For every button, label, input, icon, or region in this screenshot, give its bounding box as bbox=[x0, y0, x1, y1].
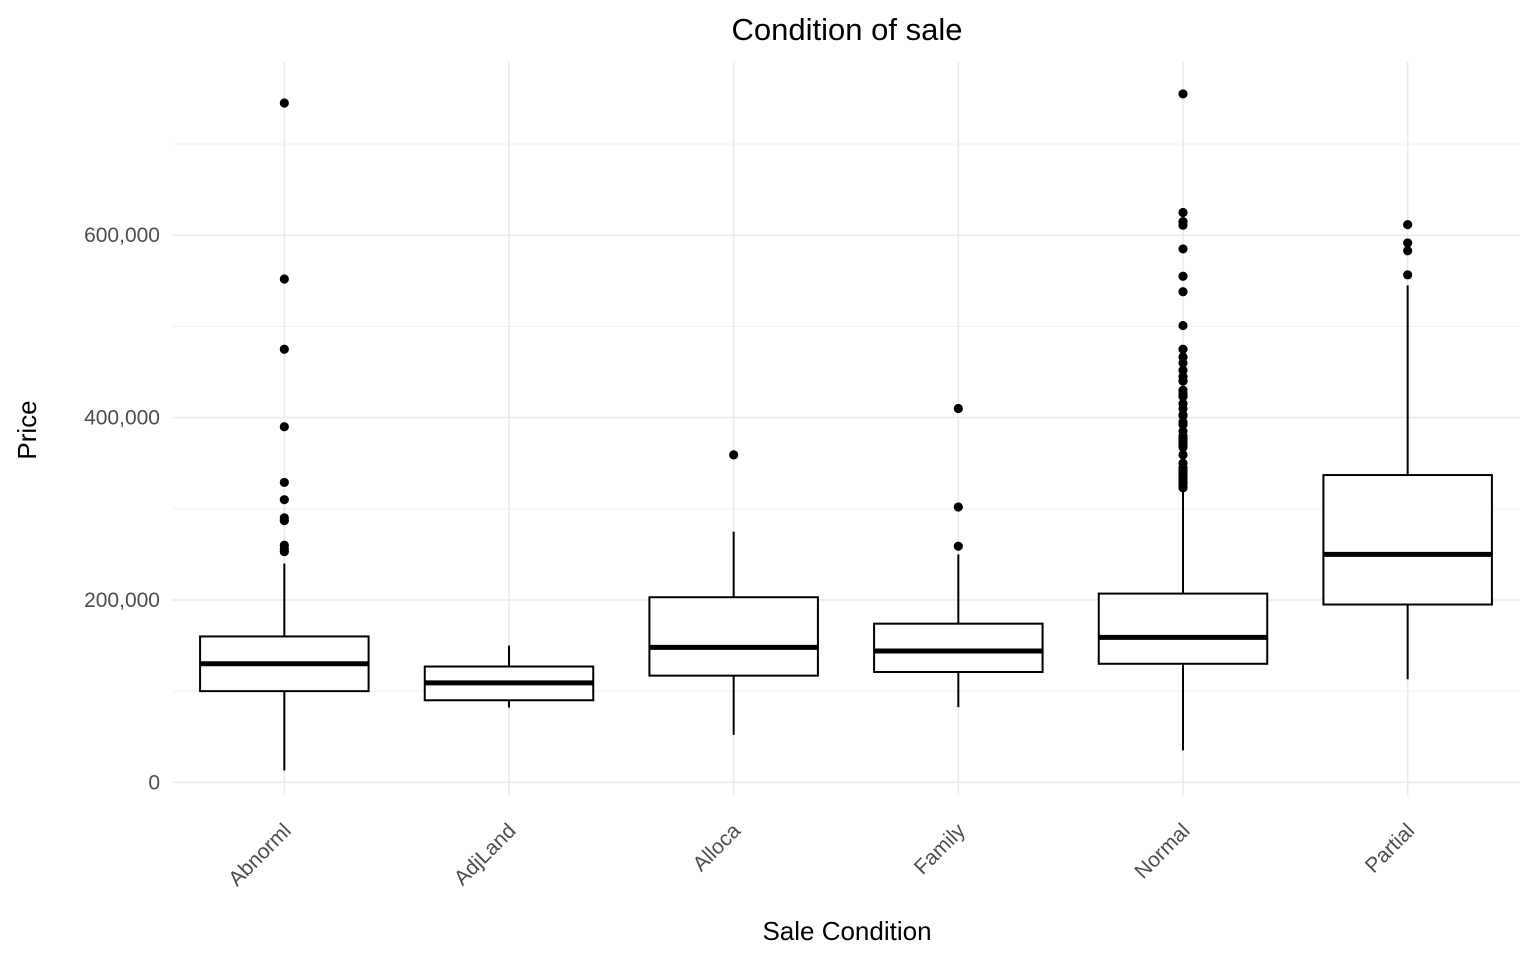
outlier-point bbox=[1403, 238, 1412, 247]
outlier-point bbox=[1178, 89, 1187, 98]
x-tick-label: Normal bbox=[1130, 819, 1194, 883]
x-tick-label: Family bbox=[910, 819, 970, 879]
outlier-point bbox=[1178, 244, 1187, 253]
outlier-point bbox=[1178, 450, 1187, 459]
y-axis-title: Price bbox=[12, 400, 42, 459]
outlier-point bbox=[954, 502, 963, 511]
box-normal bbox=[1099, 594, 1268, 664]
outlier-point bbox=[280, 547, 289, 556]
outlier-point bbox=[1178, 321, 1187, 330]
outlier-point bbox=[1403, 220, 1412, 229]
box-alloca bbox=[649, 597, 818, 675]
box-layer bbox=[200, 89, 1492, 770]
box-family bbox=[874, 624, 1042, 672]
outlier-point bbox=[1178, 272, 1187, 281]
x-tick-label: AdjLand bbox=[450, 819, 521, 890]
outlier-point bbox=[1403, 246, 1412, 255]
x-axis-title: Sale Condition bbox=[762, 916, 931, 946]
outlier-point bbox=[1178, 287, 1187, 296]
x-tick-label: Abnorml bbox=[224, 819, 296, 891]
outlier-point bbox=[1178, 221, 1187, 230]
outlier-point bbox=[954, 404, 963, 413]
outlier-point bbox=[280, 516, 289, 525]
y-tick-label: 600,000 bbox=[84, 224, 160, 247]
outlier-point bbox=[1178, 483, 1187, 492]
box-partial bbox=[1323, 475, 1492, 604]
x-tick-label: Alloca bbox=[688, 819, 745, 876]
outlier-point bbox=[280, 478, 289, 487]
outlier-point bbox=[280, 98, 289, 107]
chart-title: Condition of sale bbox=[732, 12, 963, 47]
x-tick-label: Partial bbox=[1361, 819, 1419, 877]
outlier-point bbox=[1403, 270, 1412, 279]
outlier-point bbox=[280, 345, 289, 354]
outlier-point bbox=[280, 495, 289, 504]
outlier-point bbox=[954, 542, 963, 551]
outlier-point bbox=[280, 274, 289, 283]
y-tick-label: 400,000 bbox=[84, 407, 160, 430]
outlier-point bbox=[1178, 377, 1187, 386]
y-tick-label: 200,000 bbox=[84, 589, 160, 612]
outlier-point bbox=[1178, 208, 1187, 217]
y-tick-label: 0 bbox=[148, 771, 160, 794]
outlier-point bbox=[729, 450, 738, 459]
grid-layer bbox=[172, 62, 1520, 796]
outlier-point bbox=[280, 422, 289, 431]
